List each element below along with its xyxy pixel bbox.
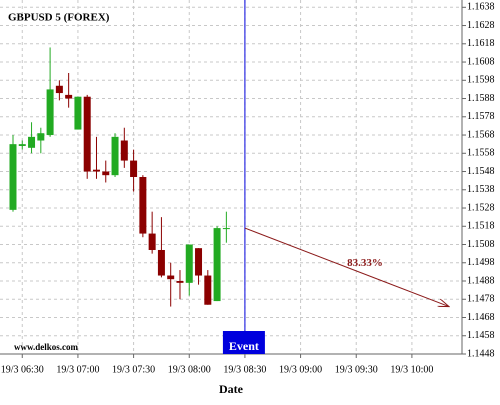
- y-tick-label: 1.1558: [467, 148, 495, 159]
- y-tick-label: 1.1588: [467, 93, 495, 104]
- candle-body: [28, 136, 36, 148]
- x-axis-label: Date: [219, 382, 244, 396]
- y-tick-label: 1.1498: [467, 257, 495, 268]
- y-tick-label: 1.1478: [467, 294, 495, 305]
- candle-body: [92, 169, 100, 172]
- candle-body: [204, 275, 212, 305]
- chart-title: GBPUSD 5 (FOREX): [8, 12, 110, 24]
- x-tick-label: 19/3 10:00: [390, 364, 433, 375]
- y-tick-label: 1.1598: [467, 75, 495, 86]
- candle-body: [222, 228, 230, 230]
- candle-body: [65, 94, 73, 99]
- x-tick-label: 19/3 09:00: [279, 364, 322, 375]
- x-tick-label: 19/3 08:00: [168, 364, 211, 375]
- candle-body: [46, 89, 54, 136]
- candle-body: [18, 144, 26, 146]
- candle-body: [74, 96, 82, 130]
- candle-body: [130, 160, 138, 177]
- event-box: [222, 331, 265, 354]
- candle-body: [55, 85, 63, 94]
- candle-body: [102, 171, 110, 176]
- y-tick-label: 1.1528: [467, 202, 495, 213]
- candle-body: [195, 248, 203, 276]
- y-tick-label: 1.1548: [467, 166, 495, 177]
- y-tick-label: 1.1568: [467, 129, 495, 140]
- watermark: www.delkos.com: [14, 342, 79, 352]
- x-tick-label: 19/3 07:30: [112, 364, 155, 375]
- y-tick-label: 1.1638: [467, 2, 495, 13]
- x-tick-label: 19/3 06:30: [1, 364, 44, 375]
- y-tick-label: 1.1628: [467, 20, 495, 31]
- y-tick-label: 1.1458: [467, 330, 495, 341]
- y-tick-label: 1.1508: [467, 239, 495, 250]
- x-tick-label: 19/3 09:30: [335, 364, 378, 375]
- event-label: Event: [229, 339, 259, 353]
- candle-body: [148, 233, 156, 250]
- projection-arrow: [244, 227, 449, 306]
- y-tick-label: 1.1618: [467, 38, 495, 49]
- candle-body: [185, 244, 193, 283]
- candle-body: [139, 177, 147, 234]
- y-tick-label: 1.1518: [467, 221, 495, 232]
- candle-body: [120, 140, 128, 161]
- candle-body: [157, 249, 165, 276]
- candle-body: [37, 133, 45, 141]
- x-tick-label: 19/3 08:30: [223, 364, 266, 375]
- candle-body: [213, 228, 221, 302]
- y-tick-label: 1.1578: [467, 111, 495, 122]
- y-tick-label: 1.1608: [467, 56, 495, 67]
- candle-body: [167, 275, 175, 280]
- candle-body: [176, 281, 184, 283]
- y-tick-label: 1.1468: [467, 312, 495, 323]
- y-tick-label: 1.1488: [467, 275, 495, 286]
- y-tick-label: 1.1538: [467, 184, 495, 195]
- projection-label: 83.33%: [347, 257, 383, 269]
- candle-body: [111, 136, 119, 176]
- y-tick-label: 1.1448: [467, 348, 495, 359]
- x-tick-label: 19/3 07:00: [56, 364, 99, 375]
- candle-body: [9, 144, 17, 210]
- candle-body: [83, 96, 91, 172]
